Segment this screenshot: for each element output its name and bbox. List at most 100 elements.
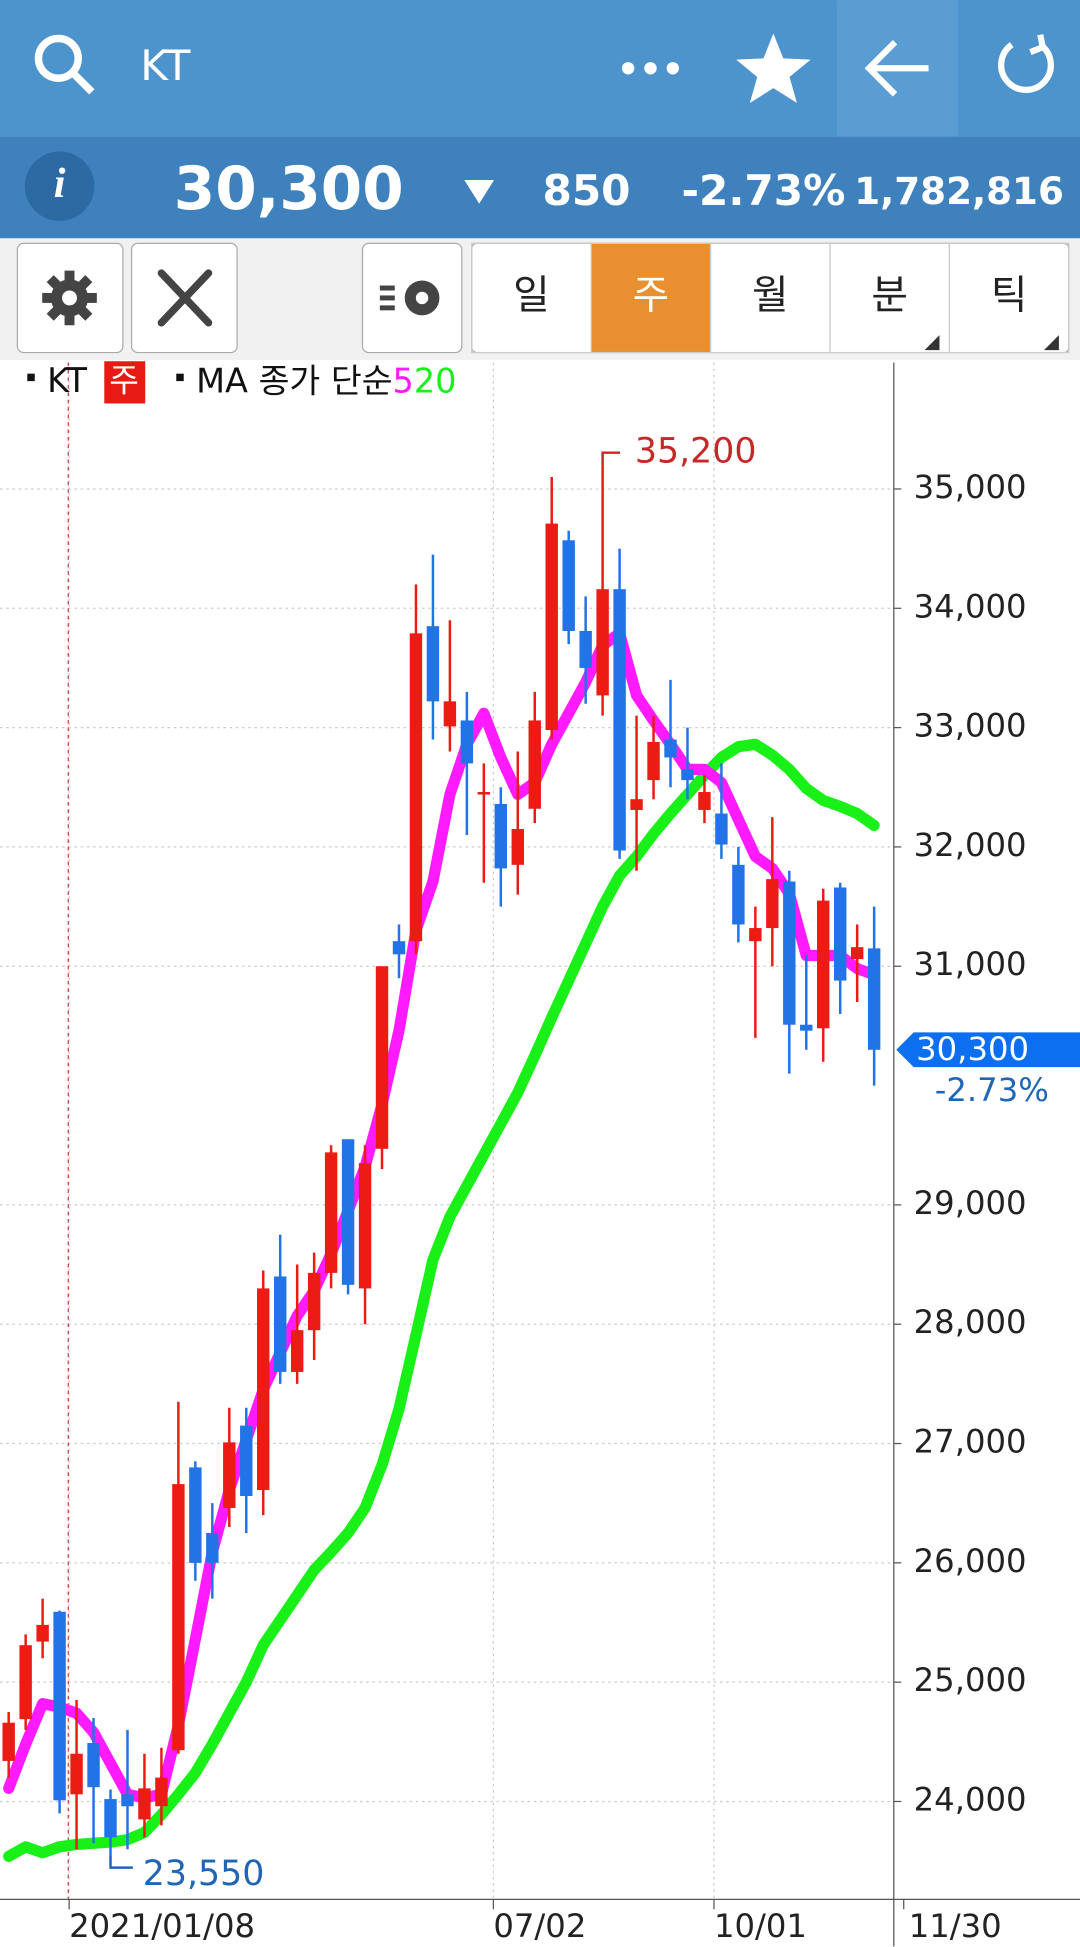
legend-series: KT	[47, 361, 87, 400]
low-label: 23,550	[143, 1854, 265, 1894]
chart: 24,000 25,000 26,000 27,000 28,000 29,000 31,0…	[0, 361, 1080, 1947]
y-tick-label: 28,000	[914, 1303, 1027, 1341]
candle-body	[36, 1624, 49, 1642]
plot-area	[0, 362, 894, 1900]
last-price-label: 30,300	[916, 1030, 1029, 1068]
candle-body	[273, 1276, 287, 1372]
y-tick-label: 24,000	[914, 1780, 1027, 1818]
period-tab[interactable]	[948, 242, 1070, 354]
more-icon[interactable]	[621, 62, 680, 75]
x-tick-label: 2021/01/08	[69, 1907, 255, 1945]
down-arrow	[464, 180, 495, 204]
y-tick-label: 31,000	[914, 945, 1027, 983]
moving-average-line	[3, 738, 880, 1862]
candle-body	[121, 1794, 134, 1807]
candle-body	[426, 626, 440, 702]
candle-body	[341, 1139, 355, 1285]
candle-body	[307, 1272, 321, 1331]
high-marker	[601, 451, 621, 466]
period-tab-label: 일	[513, 272, 550, 318]
legend-ma-label: MA 종가 단순	[196, 361, 392, 400]
moving-average-line	[3, 627, 880, 1804]
legend-entry: 5	[393, 361, 414, 400]
change: 850	[542, 166, 630, 215]
info-glyph: i	[54, 160, 66, 207]
legend-badge-text: 주	[109, 361, 139, 399]
low-marker	[109, 1855, 133, 1869]
candle-body	[596, 589, 609, 696]
candle-body	[647, 741, 660, 781]
candle-body	[681, 769, 694, 781]
legend-bullet	[176, 373, 184, 382]
candle-body	[206, 1533, 219, 1563]
y-tick-label: 32,000	[914, 826, 1027, 864]
candle-body	[749, 928, 762, 942]
candle-body	[189, 1467, 202, 1563]
period-tab-label: 월	[752, 272, 789, 318]
candle-body	[545, 523, 558, 730]
candle-body	[257, 1288, 270, 1491]
candle-body	[223, 1442, 236, 1508]
legend-ma: MA 종가 단순520	[196, 361, 456, 400]
candle-body	[715, 813, 728, 845]
legend-badge	[104, 361, 146, 404]
candle-body	[104, 1799, 117, 1838]
info-icon[interactable]	[24, 151, 95, 221]
candle-body	[2, 1722, 15, 1761]
refresh-icon[interactable]	[998, 34, 1054, 93]
search-icon[interactable]	[34, 34, 95, 95]
candle-body	[409, 633, 423, 942]
candle-body	[867, 948, 881, 1050]
candle-body	[477, 792, 491, 795]
candle-body	[70, 1753, 83, 1795]
candle-body	[766, 879, 779, 929]
candle-body	[53, 1611, 66, 1801]
candle-body	[138, 1788, 151, 1820]
candle-body	[19, 1645, 32, 1720]
candle-body	[443, 701, 457, 727]
candle-body	[358, 1163, 372, 1289]
gear-icon	[42, 270, 97, 326]
candle-body	[579, 630, 592, 668]
candle-body	[630, 799, 643, 810]
last-price-box	[896, 1032, 1080, 1068]
candle-body	[172, 1484, 185, 1751]
change-pct: -2.73%	[682, 166, 846, 215]
candle-body	[290, 1330, 304, 1372]
period-tab-label: 분	[871, 272, 908, 318]
x-end-label: 11/30	[909, 1907, 1002, 1945]
y-tick-label: 25,000	[914, 1661, 1027, 1699]
candle-body	[155, 1777, 168, 1807]
favorite-icon[interactable]	[736, 33, 811, 104]
back-icon[interactable]	[864, 40, 929, 97]
candle-body	[460, 720, 474, 764]
candle-body	[817, 900, 830, 1029]
price: 30,300	[174, 155, 404, 224]
candle-body	[850, 947, 864, 960]
high-label: 35,200	[635, 432, 757, 472]
x-tick-label: 10/01	[714, 1907, 807, 1945]
x-tick-label: 07/02	[493, 1907, 586, 1945]
indicator-icon	[379, 280, 440, 316]
period-tab-label: 틱	[991, 272, 1028, 318]
candle-body	[783, 881, 796, 1025]
period-tab-label: 주	[633, 272, 670, 318]
candle-body	[494, 803, 508, 869]
candle-body	[833, 887, 847, 981]
candle-body	[698, 792, 711, 810]
y-tick-label: 26,000	[914, 1542, 1027, 1580]
legend-bullet	[27, 373, 35, 382]
candle-body	[240, 1425, 253, 1497]
candle-body	[375, 966, 389, 1149]
candle-body	[562, 540, 575, 631]
candle-body	[613, 589, 626, 851]
submenu-indicator	[1044, 335, 1059, 351]
candle-body	[732, 864, 745, 925]
candle-body	[511, 829, 524, 865]
y-tick-label: 29,000	[914, 1184, 1027, 1222]
y-tick-label: 27,000	[914, 1423, 1027, 1461]
candle-body	[324, 1152, 338, 1273]
